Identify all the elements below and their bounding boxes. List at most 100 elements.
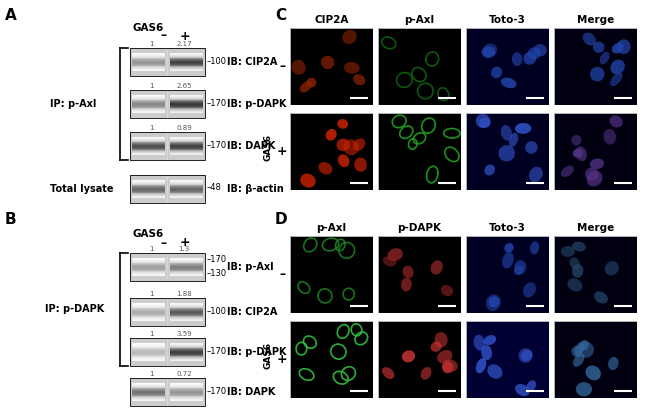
Text: p-Axl: p-Axl — [317, 223, 346, 233]
Bar — [132, 389, 165, 390]
Bar — [170, 102, 203, 103]
Bar — [170, 69, 203, 70]
Bar — [132, 358, 165, 359]
Bar — [132, 139, 165, 140]
Text: –130: –130 — [207, 270, 227, 279]
Ellipse shape — [491, 67, 502, 78]
Bar — [132, 353, 165, 354]
Text: –170: –170 — [207, 99, 227, 108]
Bar — [132, 261, 165, 262]
Ellipse shape — [474, 335, 485, 351]
Bar — [170, 194, 203, 195]
Bar — [132, 399, 165, 400]
Bar — [170, 193, 203, 194]
Bar — [132, 391, 165, 392]
Bar — [132, 192, 165, 193]
Bar — [554, 321, 637, 398]
Ellipse shape — [573, 149, 583, 158]
Bar — [170, 396, 203, 398]
Ellipse shape — [574, 342, 584, 356]
Bar — [170, 314, 203, 315]
Bar — [132, 184, 165, 185]
Bar — [168, 132, 205, 160]
Text: +: + — [277, 353, 287, 366]
Bar — [132, 350, 165, 351]
Bar — [132, 355, 165, 357]
Bar — [130, 48, 167, 76]
Bar — [132, 189, 165, 190]
Text: Total lysate: Total lysate — [50, 184, 114, 194]
Text: –100: –100 — [207, 306, 227, 315]
Bar — [132, 58, 165, 59]
Bar — [170, 68, 203, 69]
Text: +: + — [277, 145, 287, 158]
Bar — [290, 28, 373, 105]
Bar — [466, 321, 549, 398]
Bar — [170, 270, 203, 271]
Ellipse shape — [337, 119, 348, 129]
Bar — [130, 253, 167, 281]
Text: 1: 1 — [149, 125, 153, 131]
Bar — [378, 321, 461, 398]
Bar — [170, 268, 203, 269]
Ellipse shape — [523, 282, 536, 298]
Bar — [132, 181, 165, 182]
Bar — [170, 185, 203, 187]
Bar — [170, 344, 203, 345]
Bar — [378, 113, 461, 190]
Bar — [132, 142, 165, 143]
Ellipse shape — [338, 154, 350, 167]
Bar — [132, 360, 165, 361]
Ellipse shape — [337, 139, 350, 151]
Text: B: B — [5, 212, 17, 227]
Text: C: C — [275, 8, 286, 23]
Bar — [132, 312, 165, 313]
Bar — [170, 182, 203, 183]
Bar — [170, 312, 203, 313]
Bar — [132, 308, 165, 309]
Bar — [170, 351, 203, 352]
Bar — [132, 107, 165, 108]
Text: –: – — [279, 268, 285, 281]
Bar — [130, 132, 205, 160]
Bar — [170, 313, 203, 314]
Bar — [132, 55, 165, 56]
Bar — [170, 258, 203, 259]
Bar — [170, 400, 203, 401]
Text: –170: –170 — [207, 141, 227, 150]
Bar — [378, 28, 461, 105]
Bar — [132, 383, 165, 384]
Bar — [170, 192, 203, 193]
Bar — [132, 344, 165, 345]
Bar — [170, 393, 203, 394]
Bar — [132, 196, 165, 197]
Bar — [170, 387, 203, 389]
Bar — [170, 153, 203, 154]
Ellipse shape — [515, 384, 530, 396]
Bar — [132, 303, 165, 304]
Text: GAS6: GAS6 — [133, 23, 164, 33]
Bar — [130, 378, 205, 406]
Bar — [132, 143, 165, 144]
Bar — [132, 180, 165, 181]
Bar — [132, 137, 165, 138]
Bar — [466, 28, 549, 105]
Ellipse shape — [486, 294, 500, 311]
Ellipse shape — [382, 367, 395, 379]
Ellipse shape — [534, 44, 547, 56]
Bar — [132, 310, 165, 311]
Ellipse shape — [528, 47, 541, 59]
Bar — [170, 147, 203, 148]
Bar — [170, 395, 203, 396]
Ellipse shape — [402, 266, 413, 279]
Bar — [170, 139, 203, 140]
Text: 1: 1 — [149, 291, 153, 297]
Bar — [170, 264, 203, 265]
Text: –: – — [160, 236, 166, 249]
Ellipse shape — [514, 260, 526, 274]
Ellipse shape — [402, 350, 415, 362]
Ellipse shape — [572, 264, 584, 278]
Ellipse shape — [488, 364, 502, 379]
Bar — [170, 263, 203, 264]
Bar — [132, 190, 165, 191]
